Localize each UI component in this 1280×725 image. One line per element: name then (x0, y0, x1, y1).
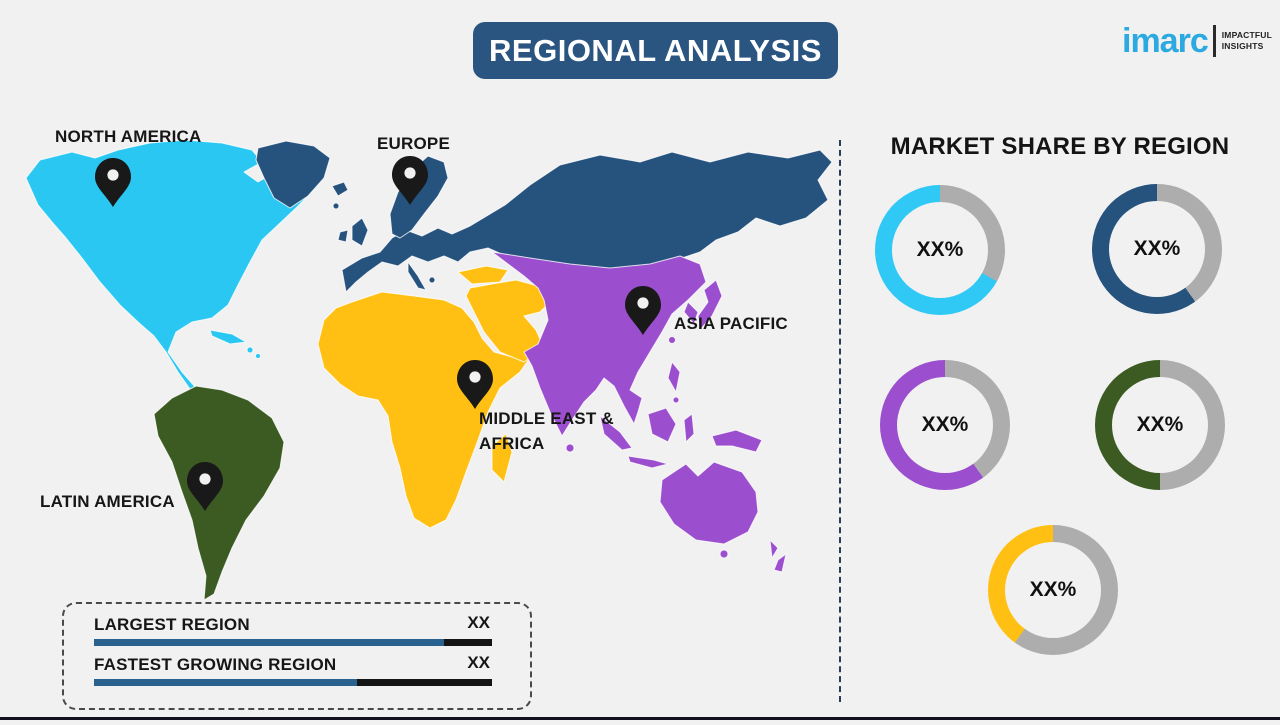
donut-hole: XX% (1005, 542, 1101, 638)
donut-value-label: XX% (1133, 237, 1181, 260)
donut-hole: XX% (1109, 201, 1205, 297)
world-map: NORTH AMERICA EUROPE ASIA PACIFIC MIDDLE… (25, 127, 833, 601)
logo-tagline-line2: INSIGHTS (1221, 41, 1264, 51)
legend-box: LARGEST REGION XX FASTEST GROWING REGION… (62, 602, 532, 710)
donut-chart-europe: XX% (1092, 184, 1222, 314)
legend-label: FASTEST GROWING REGION (94, 655, 337, 674)
map-pin-europe (392, 156, 428, 205)
legend-bar-fill (94, 639, 445, 646)
map-label-middle-east-line1: MIDDLE EAST & (479, 409, 614, 428)
map-pin-asia-pacific (625, 286, 661, 335)
page-title: REGIONAL ANALYSIS (489, 32, 822, 68)
donut-value-label: XX% (1029, 578, 1077, 601)
donut-chart-asia-pacific: XX% (880, 360, 1010, 490)
donut-value-label: XX% (1136, 413, 1184, 436)
bottom-rule (0, 717, 1280, 720)
map-label-asia-pacific: ASIA PACIFIC (674, 314, 788, 333)
map-region-north-america (25, 139, 313, 399)
map-label-north-america: NORTH AMERICA (55, 127, 202, 146)
imarc-logo: imarc IMPACTFUL INSIGHTS (1122, 24, 1272, 58)
donut-chart-latin-america: XX% (1095, 360, 1225, 490)
page-title-bar: REGIONAL ANALYSIS (473, 22, 838, 79)
market-share-title: MARKET SHARE BY REGION (890, 133, 1230, 160)
legend-value: XX (467, 613, 490, 632)
legend-bar (94, 639, 492, 646)
legend-bar (94, 679, 492, 686)
map-pin-north-america (95, 158, 131, 207)
donut-hole: XX% (892, 202, 988, 298)
donut-chart-middle-east-africa: XX% (988, 525, 1118, 655)
legend-row-largest-region: LARGEST REGION XX (94, 613, 492, 646)
map-label-latin-america: LATIN AMERICA (40, 492, 175, 511)
map-label-middle-east-africa: MIDDLE EAST & AFRICA (479, 406, 614, 456)
map-region-middle-east-africa (317, 265, 553, 529)
donut-hole: XX% (1112, 377, 1208, 473)
legend-label: LARGEST REGION (94, 615, 250, 634)
world-map-svg (25, 139, 833, 601)
legend-row-fastest-growing-region: FASTEST GROWING REGION XX (94, 653, 492, 686)
map-region-europe (255, 140, 833, 293)
logo-divider (1212, 25, 1216, 57)
logo-tagline: IMPACTFUL INSIGHTS (1222, 30, 1272, 51)
donut-value-label: XX% (921, 413, 969, 436)
imarc-logo-wordmark: imarc (1122, 22, 1209, 60)
logo-tagline-line1: IMPACTFUL (1221, 30, 1273, 41)
legend-bar-fill (94, 679, 357, 686)
map-label-middle-east-line2: AFRICA (479, 434, 545, 453)
map-pin-latin-america (187, 462, 223, 511)
donut-chart-north-america: XX% (875, 185, 1005, 315)
map-region-latin-america (153, 385, 285, 601)
donut-value-label: XX% (916, 238, 964, 261)
map-label-europe: EUROPE (377, 134, 450, 153)
donut-hole: XX% (897, 377, 993, 473)
panel-divider (839, 140, 841, 702)
map-pin-middle-east-africa (457, 360, 493, 409)
legend-value: XX (467, 653, 490, 672)
